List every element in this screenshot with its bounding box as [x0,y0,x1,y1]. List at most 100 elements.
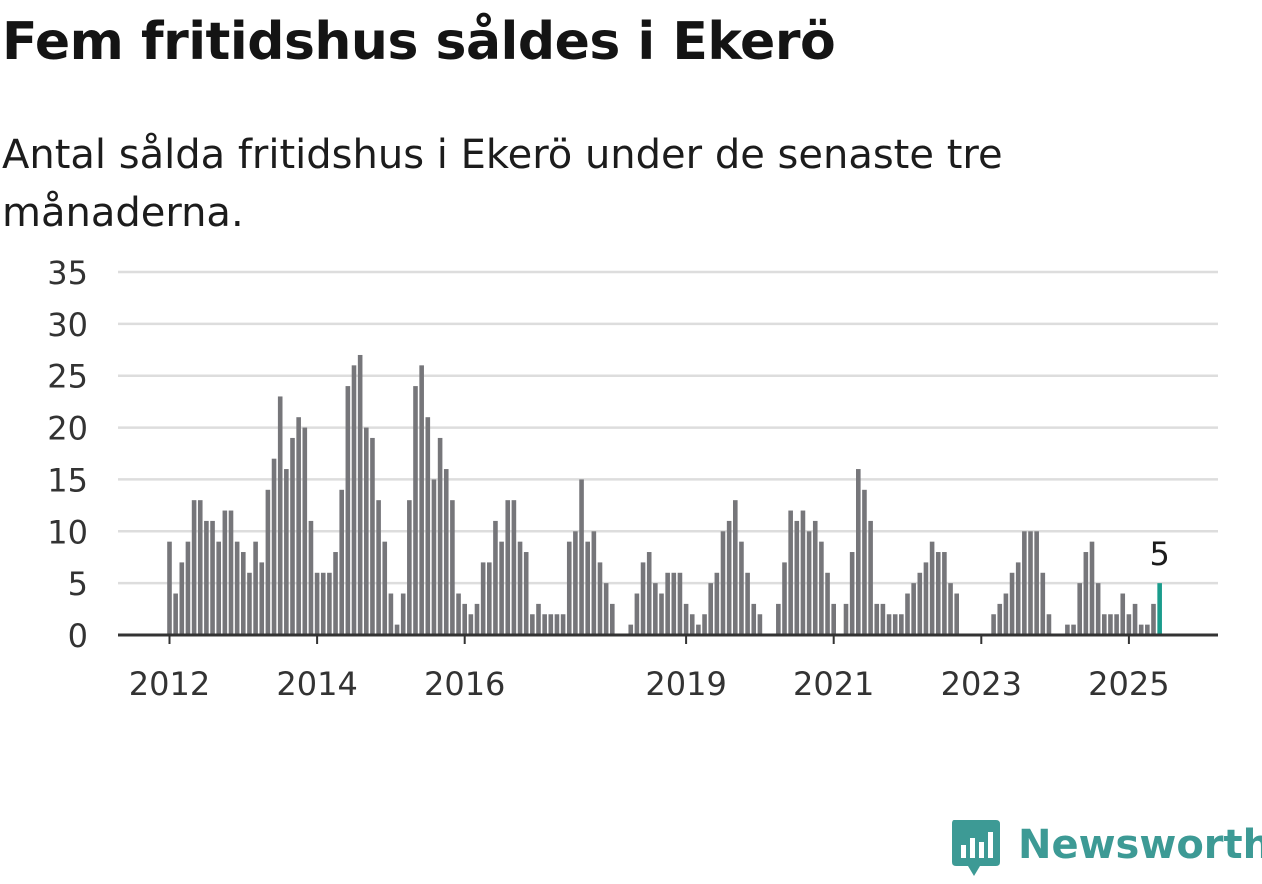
bar [1120,593,1126,635]
bar [689,614,695,635]
x-tick-label: 2012 [129,665,210,703]
bar [1040,572,1046,635]
bar [259,562,265,635]
bar [610,603,615,635]
bar [880,603,886,635]
y-axis-ticks: 0 5 10 15 20 25 30 35 [47,254,88,655]
bar [1126,614,1132,635]
bar [794,520,800,635]
bar [333,552,338,635]
bar [911,583,916,635]
bar [560,614,566,635]
bar [210,520,215,635]
y-tick-label: 0 [68,617,88,655]
bar [1132,603,1138,635]
chart-title: Fem fritidshus såldes i Ekerö [2,12,836,72]
bar [671,572,677,635]
x-tick-label: 2019 [645,665,726,703]
bar [517,541,523,635]
bar [241,552,246,635]
bar [628,624,634,635]
bar [733,500,738,635]
bar [536,603,541,635]
bar [407,500,412,635]
x-axis-ticks: 2012 2014 2016 2019 2021 2023 2025 [129,635,1170,703]
bar [197,500,203,635]
bar [437,437,443,635]
bar [782,562,787,635]
bar [646,552,652,635]
bar [302,427,308,635]
bar [806,531,812,635]
bar [462,603,467,635]
bar [702,614,707,635]
bar [751,603,757,635]
bar [505,500,511,635]
bar [991,614,996,635]
newsworthy-logo: Newsworthy [950,818,1262,880]
bar [253,541,258,635]
bar [425,417,431,635]
bar [456,593,461,635]
bar [296,417,301,635]
bar [339,489,344,635]
bar [800,510,806,635]
bar [327,572,332,635]
bar [942,552,947,635]
bar [487,562,492,635]
bar [892,614,898,635]
bar [351,365,357,635]
y-tick-label: 35 [47,254,88,292]
bar [191,500,197,635]
y-tick-label: 5 [68,565,88,603]
bar [511,500,517,635]
bar [265,489,271,635]
bar [1065,624,1070,635]
bar [228,510,234,635]
bar [597,562,603,635]
bar [843,603,849,635]
bar [573,531,578,635]
bar [1022,531,1027,635]
bar [400,593,406,635]
y-tick-label: 25 [47,358,88,396]
bar [370,437,375,635]
bar [886,614,892,635]
x-tick-label: 2016 [424,665,505,703]
x-tick-label: 2025 [1088,665,1169,703]
bar [585,541,590,635]
bar [708,583,713,635]
y-tick-label: 10 [47,513,88,551]
bar [868,520,873,635]
bar [1028,531,1033,635]
bar [640,562,646,635]
bar [290,437,295,635]
bar [1046,614,1052,635]
bar [905,593,910,635]
bar [653,583,658,635]
bar [1015,562,1021,635]
bar [320,572,326,635]
bar [308,520,314,635]
bar [683,603,689,635]
bar [1102,614,1107,635]
bar [167,541,172,635]
bar [185,541,191,635]
bar [788,510,793,635]
bar [173,593,178,635]
bar [542,614,547,635]
bar [923,562,929,635]
bar [413,386,418,635]
bar [431,479,437,635]
bar [1034,531,1039,635]
bar [499,541,504,635]
bar [665,572,670,635]
bar [899,614,904,635]
bar [480,562,486,635]
bar [948,583,953,635]
bar [591,531,597,635]
bar [634,593,640,635]
bar [284,469,289,635]
bar [1009,572,1015,635]
x-tick-label: 2023 [941,665,1022,703]
